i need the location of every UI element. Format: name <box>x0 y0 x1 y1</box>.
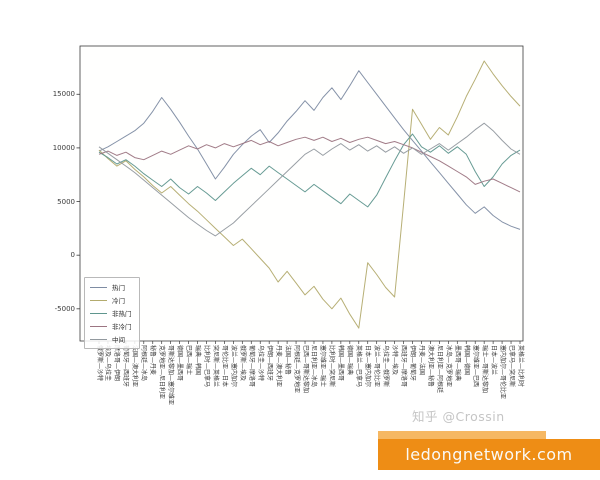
x-tick-label: 瑞典—韩国 <box>194 345 202 376</box>
legend-item: 中间 <box>90 334 132 344</box>
legend-line-swatch <box>90 312 107 314</box>
series-line-冷门 <box>98 60 521 329</box>
banner-url-text: ledongnetwork.com <box>405 445 573 464</box>
x-tick-label: 法国—秘鲁 <box>283 345 291 376</box>
x-tick-label: 韩国—德国 <box>462 345 470 376</box>
x-tick-label: 埃及—乌拉圭 <box>104 345 112 382</box>
x-tick-label: 波兰—塞内加尔 <box>229 345 237 388</box>
legend-label: 中间 <box>112 336 125 344</box>
banner-light-strip <box>378 431 546 440</box>
legend-line-swatch <box>90 286 107 288</box>
x-tick-label: 沙特—埃及 <box>391 345 399 376</box>
x-tick-label: 秘鲁—丹麦 <box>149 345 157 376</box>
x-tick-label: 阿根廷—克罗地亚 <box>292 345 300 394</box>
x-tick-label: 尼日利亚—冰岛 <box>310 345 318 388</box>
banner-main-bar: ledongnetwork.com <box>378 439 600 470</box>
y-tick-label: 5000 <box>57 197 75 206</box>
x-tick-label: 法国—澳大利亚 <box>131 345 139 388</box>
chart-legend: 热门冷门非热门非冷门中间 <box>84 277 140 349</box>
x-tick-label: 英格兰—比利时 <box>516 345 524 388</box>
x-tick-label: 阿根廷—冰岛 <box>140 345 148 382</box>
y-tick-label: 10000 <box>52 143 75 152</box>
x-tick-label: 德国—墨西哥 <box>176 345 184 382</box>
x-tick-label: 克罗地亚—尼日利亚 <box>158 345 166 400</box>
site-banner: ledongnetwork.com <box>378 431 600 470</box>
x-tick-label: 塞内加尔—哥伦比亚 <box>498 345 506 400</box>
legend-label: 非热门 <box>112 310 132 318</box>
x-tick-label: 日本—塞内加尔 <box>364 345 372 388</box>
legend-item: 非热门 <box>90 308 132 318</box>
x-tick-label: 葡萄牙—西班牙 <box>122 345 130 388</box>
x-tick-label: 摩洛哥—伊朗 <box>113 345 121 382</box>
plot-area <box>79 45 524 342</box>
x-tick-label: 英格兰—巴拿马 <box>355 345 363 388</box>
legend-item: 冷门 <box>90 295 132 305</box>
x-tick-label: 乌拉圭—沙特 <box>256 345 264 382</box>
legend-line-swatch <box>90 299 107 301</box>
x-tick-label: 巴西—瑞士 <box>185 345 193 376</box>
zhihu-watermark: 知乎 @Crossin <box>412 409 505 424</box>
x-tick-label: 哥斯达黎加—塞尔维亚 <box>167 345 175 406</box>
x-tick-label: 巴拿马—突尼斯 <box>507 345 515 388</box>
x-tick-label: 丹麦—法国 <box>417 345 425 376</box>
legend-item: 非冷门 <box>90 321 132 331</box>
y-tick-label: 15000 <box>52 90 75 99</box>
legend-label: 热门 <box>112 284 125 292</box>
series-line-中间 <box>98 122 521 237</box>
x-tick-label: 伊朗—西班牙 <box>265 345 273 382</box>
x-tick-label: 伊朗—葡萄牙 <box>409 345 416 382</box>
legend-label: 冷门 <box>112 297 125 305</box>
x-tick-label: 瑞士—哥斯达黎加 <box>480 345 488 394</box>
x-tick-label: 波兰—哥伦比亚 <box>373 345 381 388</box>
x-tick-label: 墨西哥—瑞典 <box>453 345 461 382</box>
series-line-非热门 <box>98 133 521 208</box>
x-tick-label: 塞尔维亚—瑞士 <box>319 345 327 388</box>
x-tick-label: 韩国—墨西哥 <box>337 345 345 382</box>
x-tick-label: 俄罗斯—沙特 <box>95 345 103 382</box>
x-tick-label: 俄罗斯—埃及 <box>238 345 246 382</box>
series-line-非冷门 <box>98 136 521 193</box>
x-tick-label: 哥伦比亚—日本 <box>220 345 228 388</box>
y-tick-label: -5000 <box>54 304 75 313</box>
x-tick-label: 尼日利亚—阿根廷 <box>435 345 443 394</box>
legend-label: 非冷门 <box>112 323 132 331</box>
x-tick-label: 比利时—巴拿马 <box>202 345 210 388</box>
x-tick-label: 塞尔维亚—巴西 <box>471 345 479 388</box>
x-tick-label: 突尼斯—英格兰 <box>211 345 219 388</box>
x-tick-label: 比利时—突尼斯 <box>328 345 336 388</box>
legend-item: 热门 <box>90 282 132 292</box>
legend-line-swatch <box>90 338 107 340</box>
x-tick-label: 日本—波兰 <box>489 345 497 376</box>
y-tick-label: 0 <box>70 251 75 260</box>
x-tick-label: 西班牙—摩洛哥 <box>400 345 408 388</box>
x-tick-label: 丹麦—澳大利亚 <box>274 345 282 388</box>
x-tick-label: 乌拉圭—俄罗斯 <box>382 345 390 388</box>
legend-line-swatch <box>90 325 107 327</box>
x-tick-label: 冰岛—克罗地亚 <box>444 345 452 388</box>
x-tick-label: 巴西—哥斯达黎加 <box>301 345 309 394</box>
x-tick-label: 德国—瑞典 <box>346 345 354 376</box>
x-tick-label: 澳大利亚—秘鲁 <box>426 345 434 388</box>
x-tick-label: 葡萄牙—摩洛哥 <box>247 345 255 388</box>
series-line-热门 <box>98 70 521 230</box>
